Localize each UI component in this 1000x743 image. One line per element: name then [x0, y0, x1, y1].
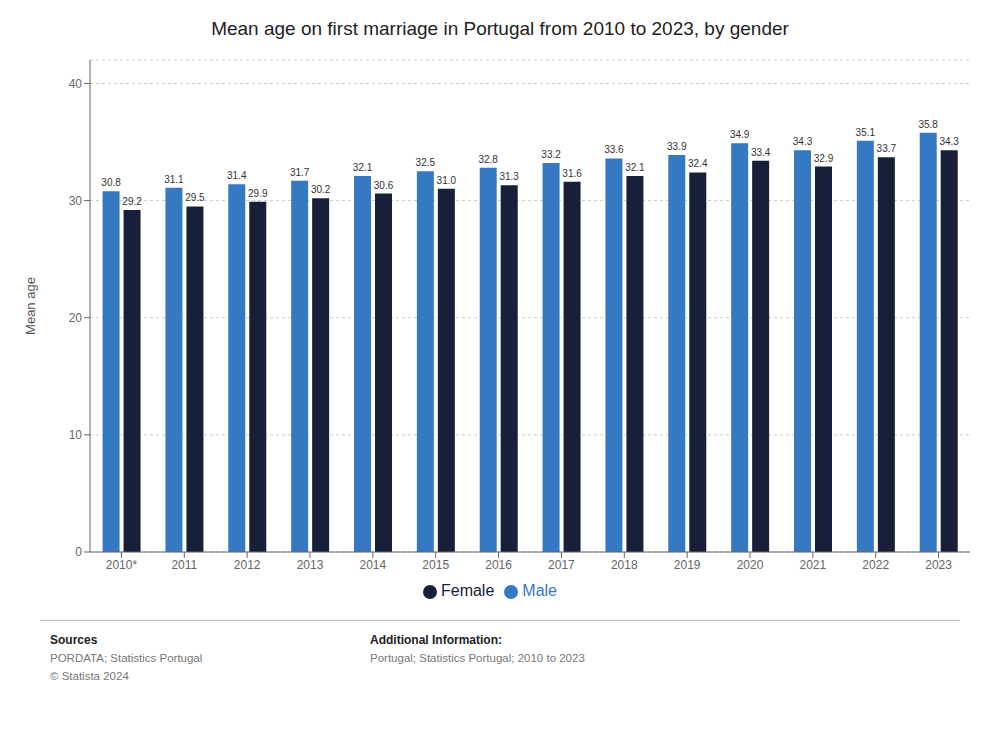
svg-text:2023: 2023: [925, 558, 952, 572]
html-text:Male: Male: [522, 582, 557, 599]
svg-text:30.8: 30.8: [101, 177, 121, 188]
svg-text:32.9: 32.9: [814, 153, 834, 164]
svg-text:10: 10: [69, 428, 83, 442]
svg-text:2017: 2017: [548, 558, 575, 572]
svg-text:33.7: 33.7: [877, 143, 897, 154]
html-text:Additional Information:: Additional Information:: [370, 633, 502, 647]
svg-text:0: 0: [75, 545, 82, 559]
svg-text:32.1: 32.1: [353, 162, 373, 173]
svg-text:2019: 2019: [674, 558, 701, 572]
html-text:© Statista 2024: © Statista 2024: [50, 670, 129, 682]
svg-text:20: 20: [69, 311, 83, 325]
svg-text:31.0: 31.0: [437, 175, 457, 186]
svg-text:32.5: 32.5: [416, 157, 436, 168]
svg-text:2010*: 2010*: [106, 558, 138, 572]
svg-text:32.8: 32.8: [478, 154, 498, 165]
svg-text:31.6: 31.6: [562, 168, 582, 179]
svg-text:32.1: 32.1: [625, 162, 645, 173]
svg-text:35.8: 35.8: [918, 119, 938, 130]
svg-text:33.2: 33.2: [541, 149, 561, 160]
svg-text:35.1: 35.1: [856, 127, 876, 138]
svg-text:34.3: 34.3: [939, 136, 959, 147]
svg-text:34.3: 34.3: [793, 136, 813, 147]
svg-text:Mean age: Mean age: [23, 277, 38, 335]
svg-text:2014: 2014: [360, 558, 387, 572]
html-text:Mean age on first marriage in: Mean age on first marriage in Portugal f…: [211, 18, 789, 39]
svg-text:33.9: 33.9: [667, 141, 687, 152]
svg-text:29.2: 29.2: [122, 196, 142, 207]
svg-text:2013: 2013: [297, 558, 324, 572]
svg-text:2021: 2021: [800, 558, 827, 572]
svg-text:31.3: 31.3: [499, 171, 519, 182]
svg-text:31.1: 31.1: [164, 174, 184, 185]
svg-text:31.7: 31.7: [290, 167, 310, 178]
html-text:Sources: Sources: [50, 633, 98, 647]
html-text:Portugal; Statistics Portugal;: Portugal; Statistics Portugal; 2010 to 2…: [370, 652, 585, 664]
svg-text:2022: 2022: [862, 558, 889, 572]
html-text:PORDATA; Statistics Portugal: PORDATA; Statistics Portugal: [50, 652, 203, 664]
svg-text:2020: 2020: [737, 558, 764, 572]
svg-text:2016: 2016: [485, 558, 512, 572]
svg-text:29.5: 29.5: [185, 192, 205, 203]
svg-text:29.9: 29.9: [248, 188, 268, 199]
svg-text:33.6: 33.6: [604, 144, 624, 155]
svg-text:30.2: 30.2: [311, 184, 331, 195]
svg-text:2012: 2012: [234, 558, 261, 572]
svg-text:2011: 2011: [171, 558, 197, 572]
svg-text:34.9: 34.9: [730, 129, 750, 140]
svg-text:30: 30: [69, 194, 83, 208]
svg-text:2018: 2018: [611, 558, 638, 572]
svg-text:32.4: 32.4: [688, 158, 708, 169]
svg-text:33.4: 33.4: [751, 147, 771, 158]
svg-text:40: 40: [69, 77, 83, 91]
html-text:Female: Female: [441, 582, 495, 599]
svg-text:2015: 2015: [422, 558, 449, 572]
svg-text:30.6: 30.6: [374, 180, 394, 191]
svg-text:31.4: 31.4: [227, 170, 247, 181]
